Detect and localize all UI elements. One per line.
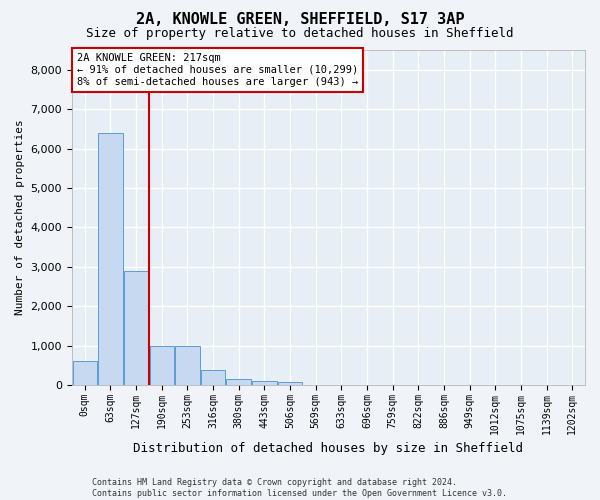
Bar [98,132,122,385]
Bar [73,362,97,385]
Text: Size of property relative to detached houses in Sheffield: Size of property relative to detached ho… [86,28,514,40]
Bar [201,370,225,385]
Bar [278,382,302,385]
Text: 2A, KNOWLE GREEN, SHEFFIELD, S17 3AP: 2A, KNOWLE GREEN, SHEFFIELD, S17 3AP [136,12,464,28]
Bar [149,346,174,385]
Bar [252,381,277,385]
Text: 2A KNOWLE GREEN: 217sqm
← 91% of detached houses are smaller (10,299)
8% of semi: 2A KNOWLE GREEN: 217sqm ← 91% of detache… [77,54,358,86]
Bar [226,378,251,385]
X-axis label: Distribution of detached houses by size in Sheffield: Distribution of detached houses by size … [133,442,523,455]
Bar [124,270,148,385]
Text: Contains HM Land Registry data © Crown copyright and database right 2024.
Contai: Contains HM Land Registry data © Crown c… [92,478,508,498]
Bar [175,346,200,385]
Y-axis label: Number of detached properties: Number of detached properties [15,120,25,316]
